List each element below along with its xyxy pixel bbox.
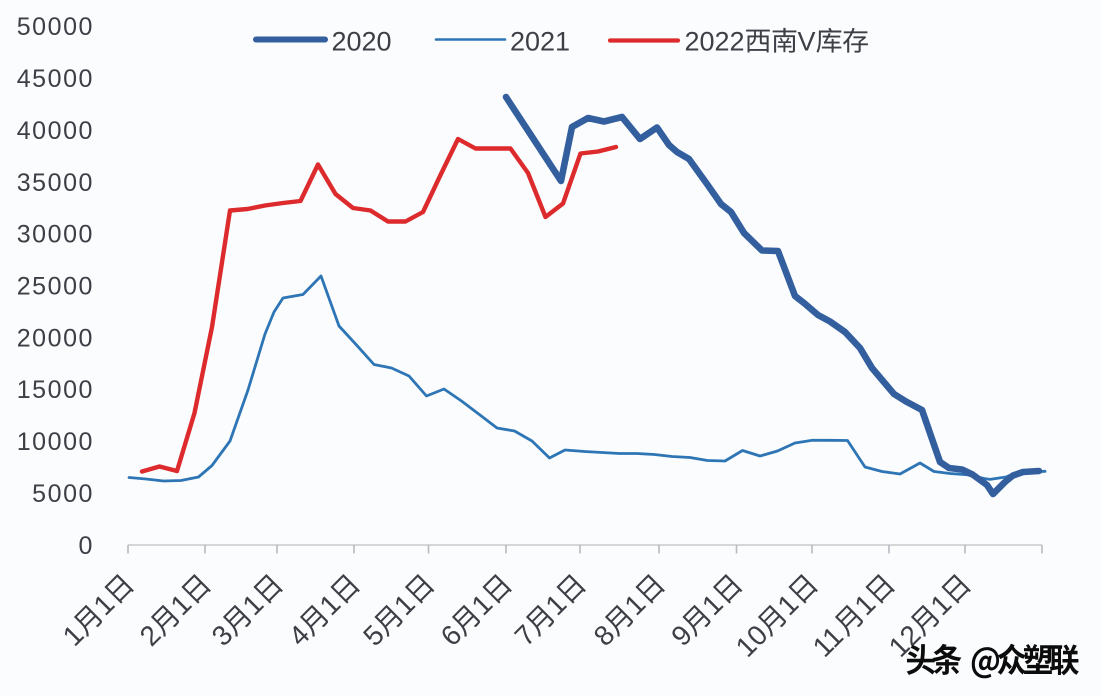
svg-text:8: 8	[588, 619, 621, 652]
svg-text:2021: 2021	[510, 27, 570, 57]
svg-text:35000: 35000	[17, 169, 94, 197]
svg-text:1: 1	[771, 588, 804, 621]
svg-text:3: 3	[206, 619, 239, 652]
svg-text:7: 7	[509, 619, 542, 652]
svg-text:4: 4	[283, 619, 316, 652]
svg-text:1: 1	[618, 588, 651, 621]
svg-text:1: 1	[924, 588, 957, 621]
svg-text:V: V	[798, 27, 816, 57]
svg-text:2022: 2022	[685, 27, 745, 57]
svg-text:50000: 50000	[17, 13, 94, 41]
svg-text:0: 0	[79, 532, 94, 560]
svg-text:45000: 45000	[17, 65, 94, 93]
svg-text:1: 1	[57, 619, 90, 652]
svg-text:15000: 15000	[17, 376, 94, 404]
svg-text:1: 1	[164, 588, 197, 621]
svg-text:1: 1	[388, 588, 421, 621]
svg-text:40000: 40000	[17, 117, 94, 145]
svg-text:9: 9	[665, 619, 698, 652]
svg-text:2: 2	[134, 619, 167, 652]
svg-text:5000: 5000	[32, 480, 94, 508]
svg-text:1: 1	[539, 588, 572, 621]
svg-text:1: 1	[236, 588, 269, 621]
svg-text:1: 1	[848, 588, 881, 621]
svg-text:1: 1	[87, 588, 120, 621]
svg-text:1: 1	[465, 588, 498, 621]
svg-text:25000: 25000	[17, 273, 94, 301]
svg-text:10000: 10000	[17, 428, 94, 456]
svg-text:1: 1	[696, 588, 729, 621]
svg-text:20000: 20000	[17, 325, 94, 353]
svg-text:6: 6	[435, 619, 468, 652]
svg-text:5: 5	[357, 619, 390, 652]
svg-text:1: 1	[313, 588, 346, 621]
svg-text:2020: 2020	[332, 27, 392, 57]
svg-text:30000: 30000	[17, 221, 94, 249]
svg-text:11: 11	[807, 620, 849, 662]
